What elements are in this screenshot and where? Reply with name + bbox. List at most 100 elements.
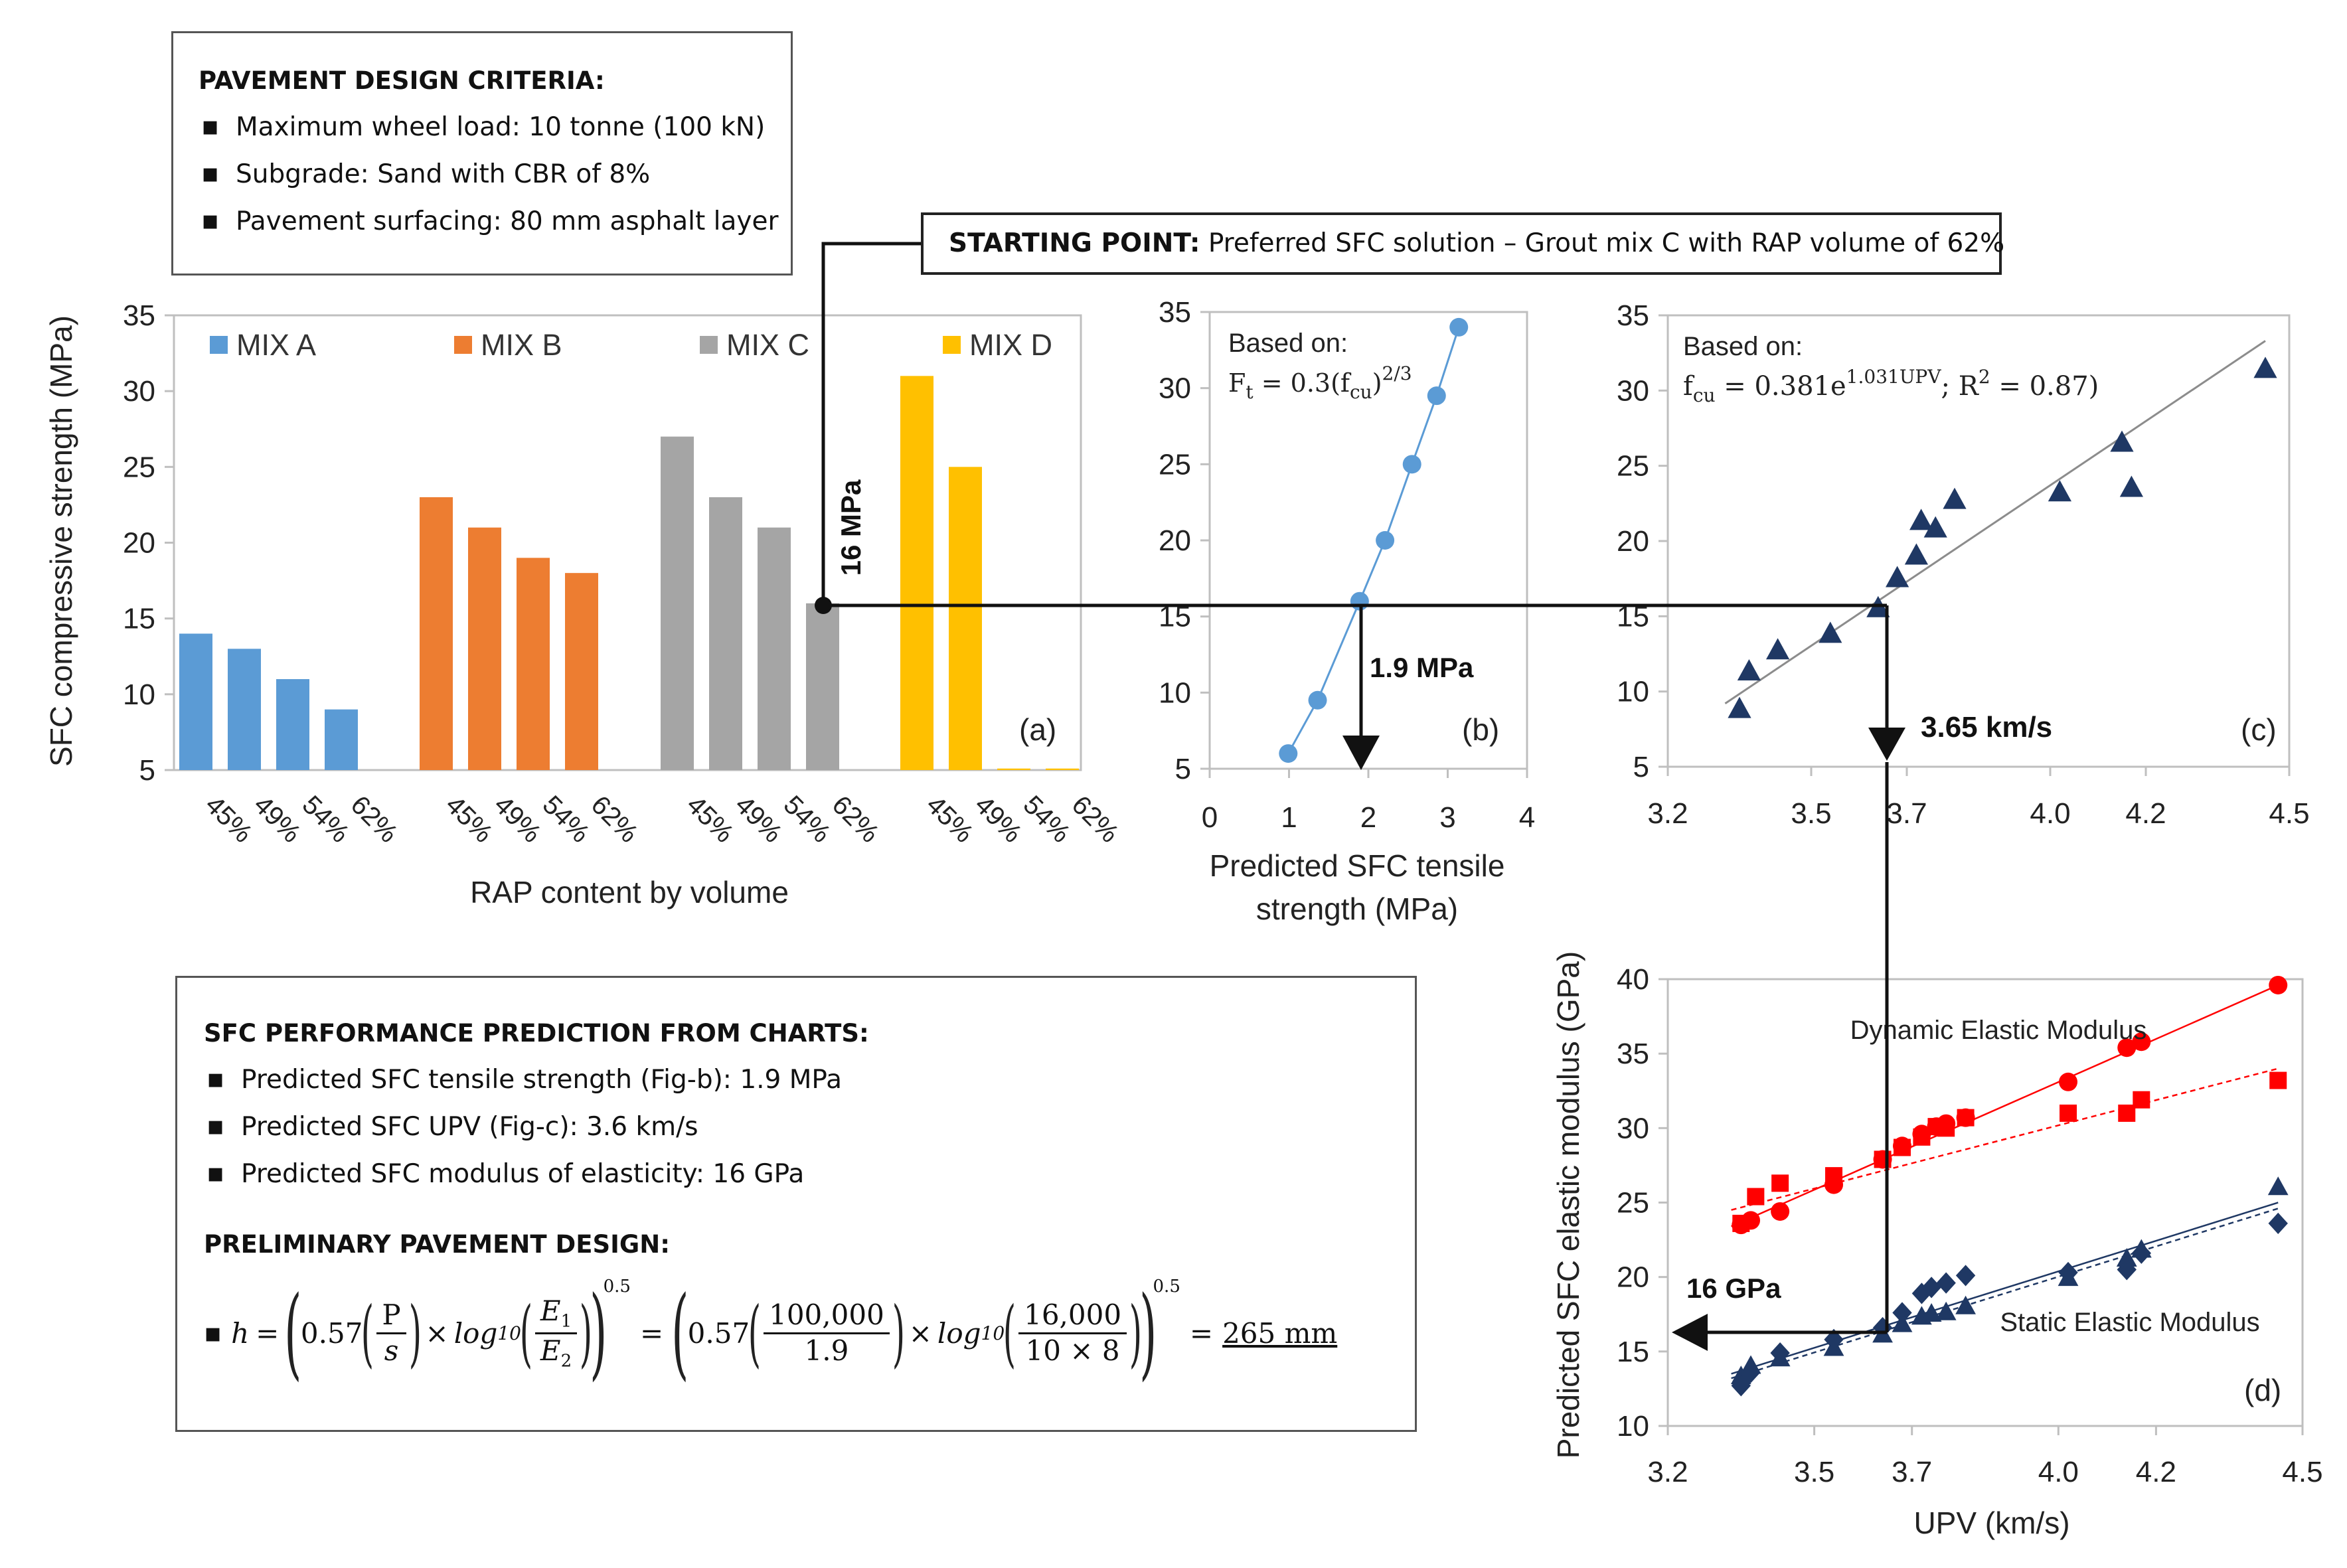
y-tick-label: 20 bbox=[1617, 525, 1649, 558]
category-label: 62% bbox=[586, 790, 644, 848]
data-point bbox=[1909, 509, 1933, 530]
data-point bbox=[2048, 480, 2071, 502]
bar bbox=[276, 679, 309, 770]
data-point bbox=[1766, 638, 1790, 660]
x-tick-label: 3.5 bbox=[1791, 797, 1831, 830]
data-point bbox=[1923, 516, 1947, 538]
bar bbox=[709, 497, 742, 770]
connector-arrows: 16 MPa 1.9 MPa 3.65 km/s 16 GPa bbox=[815, 242, 2052, 1351]
panel-label: (c) bbox=[2241, 712, 2277, 747]
note-label: Based on: bbox=[1228, 329, 1348, 358]
data-point bbox=[1892, 1302, 1912, 1324]
start-dot bbox=[815, 597, 832, 614]
data-point bbox=[1771, 1202, 1790, 1221]
bar bbox=[661, 436, 694, 770]
trend-line bbox=[1731, 1208, 2279, 1379]
data-point bbox=[1957, 1109, 1975, 1127]
category-label: 45% bbox=[681, 790, 740, 848]
trend-line bbox=[1731, 1067, 2279, 1211]
x-tick-label: 4.5 bbox=[2269, 797, 2309, 830]
data-point bbox=[2133, 1091, 2150, 1109]
legend-entry: MIX B bbox=[481, 328, 562, 362]
equation-part: ) bbox=[1372, 368, 1382, 398]
prediction-title: SFC PERFORMANCE PREDICTION FROM CHARTS: bbox=[204, 1019, 869, 1048]
data-point bbox=[2060, 1104, 2077, 1122]
modulus-annotation: 16 GPa bbox=[1686, 1273, 1781, 1304]
x-tick-label: 3.2 bbox=[1647, 1456, 1688, 1488]
x-axis-title: RAP content by volume bbox=[470, 875, 789, 909]
data-point bbox=[1741, 1362, 1761, 1383]
y-tick-label: 35 bbox=[1159, 296, 1191, 329]
data-point bbox=[2058, 1261, 2078, 1284]
y-tick-label: 35 bbox=[1617, 1038, 1649, 1070]
data-point bbox=[1872, 1316, 1893, 1339]
x-tick-label: 4.0 bbox=[2038, 1456, 2079, 1488]
y-tick-label: 20 bbox=[1159, 524, 1191, 557]
arrow-head-icon bbox=[1342, 736, 1380, 770]
y-tick-label: 35 bbox=[123, 299, 155, 332]
y-tick-label: 15 bbox=[1617, 1336, 1649, 1368]
y-tick-label: 5 bbox=[1175, 753, 1191, 785]
y-tick-label: 40 bbox=[1617, 963, 1649, 996]
bar bbox=[1046, 768, 1079, 770]
data-point bbox=[1904, 543, 1928, 565]
data-point bbox=[2268, 1212, 2288, 1235]
data-point bbox=[2132, 1032, 2151, 1052]
equation: fcu = 0.381e1.031UPV; R2 = 0.87) bbox=[1683, 366, 2099, 406]
category-label: 49% bbox=[489, 790, 547, 848]
y-tick-label: 25 bbox=[1617, 450, 1649, 483]
y-tick-label: 10 bbox=[1159, 676, 1191, 709]
trend-line bbox=[1724, 340, 2266, 705]
category-label: 45% bbox=[440, 790, 499, 848]
equation-part: 1.031UPV bbox=[1846, 366, 1942, 388]
starting-point-label: STARTING POINT: bbox=[949, 228, 1200, 258]
bar bbox=[517, 558, 550, 770]
equation-part: f bbox=[1683, 371, 1695, 402]
y-tick-label: 10 bbox=[123, 678, 155, 711]
arrow-head-icon bbox=[1868, 728, 1905, 761]
starting-point-leader bbox=[821, 242, 923, 604]
y-tick-label: 5 bbox=[1633, 751, 1649, 783]
bar bbox=[997, 768, 1030, 770]
legend-entry: MIX C bbox=[726, 328, 809, 362]
data-point bbox=[1731, 1375, 1751, 1397]
equation: Ft = 0.3(fcu)2/3 bbox=[1228, 362, 1412, 403]
y-axis-title: SFC compressive strength (MPa) bbox=[44, 315, 78, 767]
x-tick-label: 1 bbox=[1281, 801, 1297, 834]
data-point bbox=[1936, 1272, 1956, 1294]
bar bbox=[949, 467, 982, 770]
y-tick-label: 30 bbox=[1617, 374, 1649, 407]
data-point bbox=[2131, 1242, 2152, 1264]
data-point bbox=[2269, 1071, 2287, 1089]
data-point bbox=[1943, 487, 1967, 509]
x-tick-label: 3.7 bbox=[1892, 1456, 1932, 1488]
data-point bbox=[2110, 430, 2134, 452]
data-point bbox=[2269, 975, 2288, 994]
category-label: 49% bbox=[969, 790, 1028, 848]
data-point bbox=[1737, 659, 1761, 680]
equation-part: t bbox=[1246, 381, 1254, 403]
criteria-item: Maximum wheel load: 10 tonne (100 kN) bbox=[199, 111, 791, 142]
category-label: 62% bbox=[827, 790, 885, 848]
y-tick-label: 10 bbox=[1617, 1410, 1649, 1443]
bar bbox=[179, 633, 212, 770]
legend-swatch bbox=[454, 336, 472, 354]
performance-prediction-box: SFC PERFORMANCE PREDICTION FROM CHARTS: … bbox=[175, 976, 1417, 1432]
category-label: 54% bbox=[1018, 790, 1076, 848]
data-point bbox=[1893, 1138, 1911, 1156]
category-label: 54% bbox=[297, 790, 355, 848]
legend-entry: MIX A bbox=[236, 328, 316, 362]
starting-point-text: Preferred SFC solution – Grout mix C wit… bbox=[1200, 228, 2005, 258]
x-tick-label: 4.5 bbox=[2282, 1456, 2322, 1488]
panel-label: (a) bbox=[1019, 712, 1056, 747]
bar bbox=[806, 603, 839, 770]
static-label: Static Elastic Modulus bbox=[2000, 1308, 2259, 1337]
data-point bbox=[1955, 1265, 1976, 1287]
x-tick-label: 3.5 bbox=[1794, 1456, 1834, 1488]
data-point bbox=[1308, 690, 1327, 710]
data-point bbox=[1449, 317, 1469, 337]
x-tick-label: 4 bbox=[1519, 801, 1535, 834]
data-point bbox=[1921, 1277, 1941, 1298]
y-tick-label: 20 bbox=[1617, 1261, 1649, 1294]
